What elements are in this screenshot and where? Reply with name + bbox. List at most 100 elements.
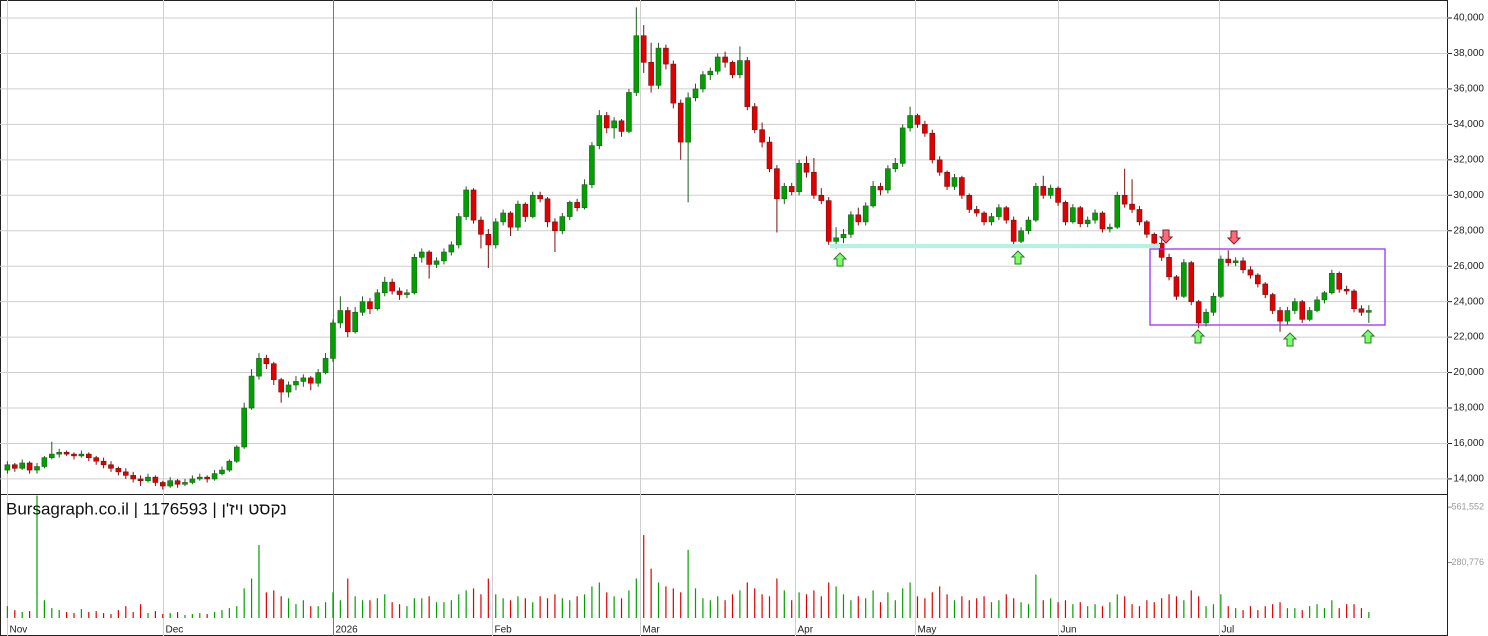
- candle-body: [988, 216, 995, 223]
- candle-body: [204, 476, 210, 480]
- candle-body: [130, 475, 136, 480]
- candle-body: [1173, 276, 1180, 297]
- candle-body: [1255, 274, 1261, 285]
- candle-body: [226, 460, 233, 471]
- candle-body: [1114, 194, 1121, 228]
- x-tick-label: Apr: [798, 625, 814, 636]
- y-tick-label: 38,000: [1453, 48, 1484, 59]
- candle-body: [256, 358, 262, 377]
- candle-body: [500, 212, 506, 223]
- candle-body: [241, 407, 247, 448]
- candle-body: [537, 194, 543, 200]
- x-tick-label: Jun: [1061, 625, 1077, 636]
- candle-body: [566, 202, 573, 217]
- candle-body: [670, 63, 677, 104]
- candle-body: [1240, 260, 1246, 271]
- candle-body: [611, 120, 617, 129]
- candle-body: [1299, 301, 1306, 320]
- candle-body: [34, 466, 40, 471]
- candle-body: [278, 379, 284, 393]
- candle-body: [1158, 242, 1165, 258]
- candle-body: [751, 106, 758, 130]
- candle-body: [892, 163, 899, 169]
- candle-body: [41, 457, 48, 467]
- up-arrow: [1360, 329, 1376, 344]
- candle-body: [818, 194, 825, 201]
- candle-body: [640, 35, 647, 63]
- candle-body: [300, 377, 307, 382]
- candle-body: [1151, 233, 1158, 244]
- candle-body: [219, 469, 225, 474]
- candle-body: [729, 62, 736, 76]
- candle-body: [722, 56, 728, 63]
- candle-body: [803, 163, 810, 173]
- candle-body: [315, 372, 321, 384]
- volume-y-tick-label: 561,552: [1451, 502, 1484, 512]
- candle-body: [929, 132, 936, 161]
- candle-body: [1284, 310, 1291, 322]
- candle-body: [85, 453, 92, 458]
- candle-body: [825, 200, 832, 242]
- candle-body: [1210, 296, 1217, 313]
- candle-body: [374, 292, 381, 310]
- candle-body: [1099, 212, 1106, 230]
- candle-body: [322, 358, 329, 373]
- candle-body: [122, 471, 129, 476]
- candle-body: [470, 189, 477, 221]
- candle-body: [848, 214, 854, 235]
- candle-body: [56, 452, 62, 455]
- candle-body: [1218, 258, 1224, 297]
- up-arrow: [832, 252, 848, 267]
- candle-body: [737, 60, 743, 76]
- candle-body: [389, 281, 395, 292]
- candle-body: [544, 198, 551, 223]
- candle-body: [174, 480, 181, 485]
- candle-body: [211, 473, 218, 480]
- candle-body: [307, 377, 314, 384]
- candle-body: [463, 189, 469, 217]
- candle-body: [685, 97, 691, 143]
- candle-body: [248, 375, 255, 409]
- y-tick-label: 30,000: [1453, 190, 1484, 201]
- candle-body: [441, 251, 447, 262]
- candle-body: [478, 219, 484, 235]
- candle-body: [330, 322, 336, 359]
- candle-body: [1040, 186, 1047, 196]
- candle-body: [182, 482, 188, 485]
- candle-body: [870, 186, 876, 207]
- x-tick-label: Jul: [1222, 625, 1235, 636]
- down-arrow: [1226, 230, 1242, 245]
- candle-body: [359, 301, 366, 313]
- candle-body: [189, 478, 196, 483]
- candle-body: [936, 159, 943, 173]
- candle-body: [270, 363, 277, 380]
- candle-body: [1329, 272, 1335, 294]
- candle-body: [1188, 262, 1195, 302]
- candle-body: [381, 281, 388, 294]
- candle-body: [1033, 186, 1039, 221]
- candle-body: [1025, 219, 1032, 232]
- candle-body: [552, 221, 558, 232]
- candle-body: [759, 129, 765, 143]
- candle-body: [1269, 294, 1276, 311]
- candle-body: [618, 120, 625, 132]
- candle-body: [899, 127, 906, 164]
- candle-body: [922, 124, 928, 134]
- candle-body: [93, 457, 99, 462]
- candle-body: [1062, 202, 1069, 223]
- candle-body: [796, 163, 802, 193]
- candle-body: [233, 446, 240, 462]
- candle-body: [1225, 258, 1232, 263]
- candle-body: [293, 381, 299, 386]
- candle-body: [581, 184, 588, 208]
- candle-body: [145, 476, 151, 482]
- y-tick-label: 34,000: [1453, 119, 1484, 130]
- candle-body: [574, 202, 580, 208]
- volume-y-tick-label: 280,776: [1451, 557, 1484, 567]
- candle-body: [196, 476, 203, 480]
- candle-body: [337, 310, 344, 324]
- candle-body: [774, 168, 780, 200]
- candle-body: [833, 237, 839, 242]
- y-tick-label: 18,000: [1453, 403, 1484, 414]
- candle-body: [692, 88, 699, 99]
